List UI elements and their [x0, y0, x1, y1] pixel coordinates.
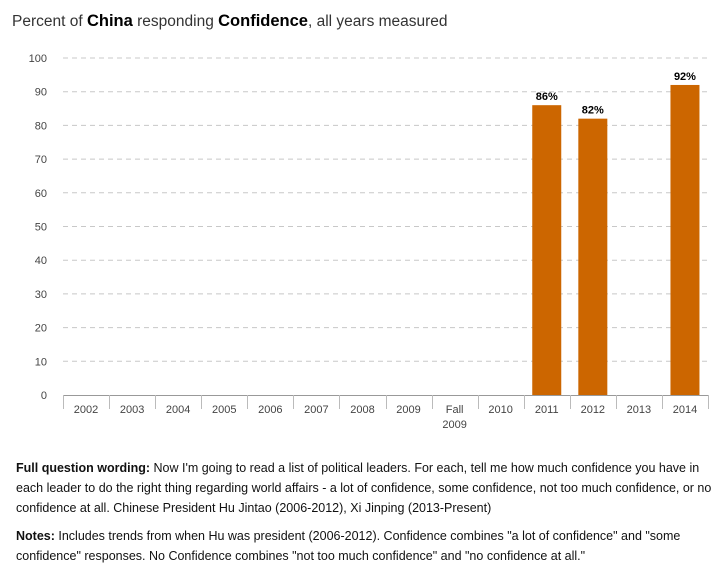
y-tick-label: 100	[29, 53, 47, 65]
y-tick-label: 60	[35, 188, 47, 200]
data-label: 86%	[536, 91, 558, 103]
y-tick-label: 50	[35, 222, 47, 234]
x-tick-label: Fall	[446, 404, 464, 416]
bar-chart: 0 10 20 30 40 50 60 70 80 90 100 2002 2003 2004 2005 20…	[29, 53, 709, 431]
x-tick-label: 2004	[166, 404, 190, 416]
x-tick-label: 2013	[627, 404, 651, 416]
x-tick-label: 2012	[581, 404, 605, 416]
chart-title: Percent of China responding Confidence, …	[12, 12, 448, 31]
y-tick-label: 70	[35, 154, 47, 166]
x-tick-label: 2002	[74, 404, 98, 416]
title-mid: responding	[137, 13, 214, 30]
x-tick-label: 2006	[258, 404, 282, 416]
y-tick-label: 80	[35, 120, 47, 132]
x-tick-label: 2009	[396, 404, 420, 416]
x-tick-label: 2007	[304, 404, 328, 416]
y-tick-label: 10	[35, 356, 47, 368]
title-suffix: , all years measured	[307, 13, 448, 30]
title-country: China	[86, 12, 133, 30]
y-tick-label: 20	[35, 323, 47, 335]
chart-notes: Notes: Includes trends from when Hu was …	[16, 526, 716, 566]
title-prefix: Percent of	[12, 13, 83, 30]
x-tick-label: 2014	[673, 404, 697, 416]
question-wording: Full question wording: Now I'm going to …	[16, 458, 716, 518]
x-tick-label: 2009	[442, 419, 466, 431]
notes-label: Notes:	[16, 529, 55, 543]
notes-text: Includes trends from when Hu was preside…	[16, 529, 681, 563]
x-tick-label: 2010	[488, 404, 512, 416]
x-tick-label: 2008	[350, 404, 374, 416]
y-tick-label: 30	[35, 289, 47, 301]
data-label: 92%	[674, 71, 696, 83]
y-tick-label: 0	[41, 390, 47, 402]
x-tick-label: 2005	[212, 404, 236, 416]
x-tick-label: 2003	[120, 404, 144, 416]
y-tick-label: 90	[35, 87, 47, 99]
question-wording-label: Full question wording:	[16, 461, 151, 475]
data-label: 82%	[582, 105, 604, 117]
bar	[578, 118, 608, 395]
bar	[532, 105, 562, 396]
bar	[670, 84, 700, 396]
y-tick-label: 40	[35, 255, 47, 267]
question-wording-text: Now I'm going to read a list of politica…	[16, 461, 712, 515]
x-tick-label: 2011	[535, 404, 559, 416]
title-response: Confidence	[218, 12, 308, 30]
